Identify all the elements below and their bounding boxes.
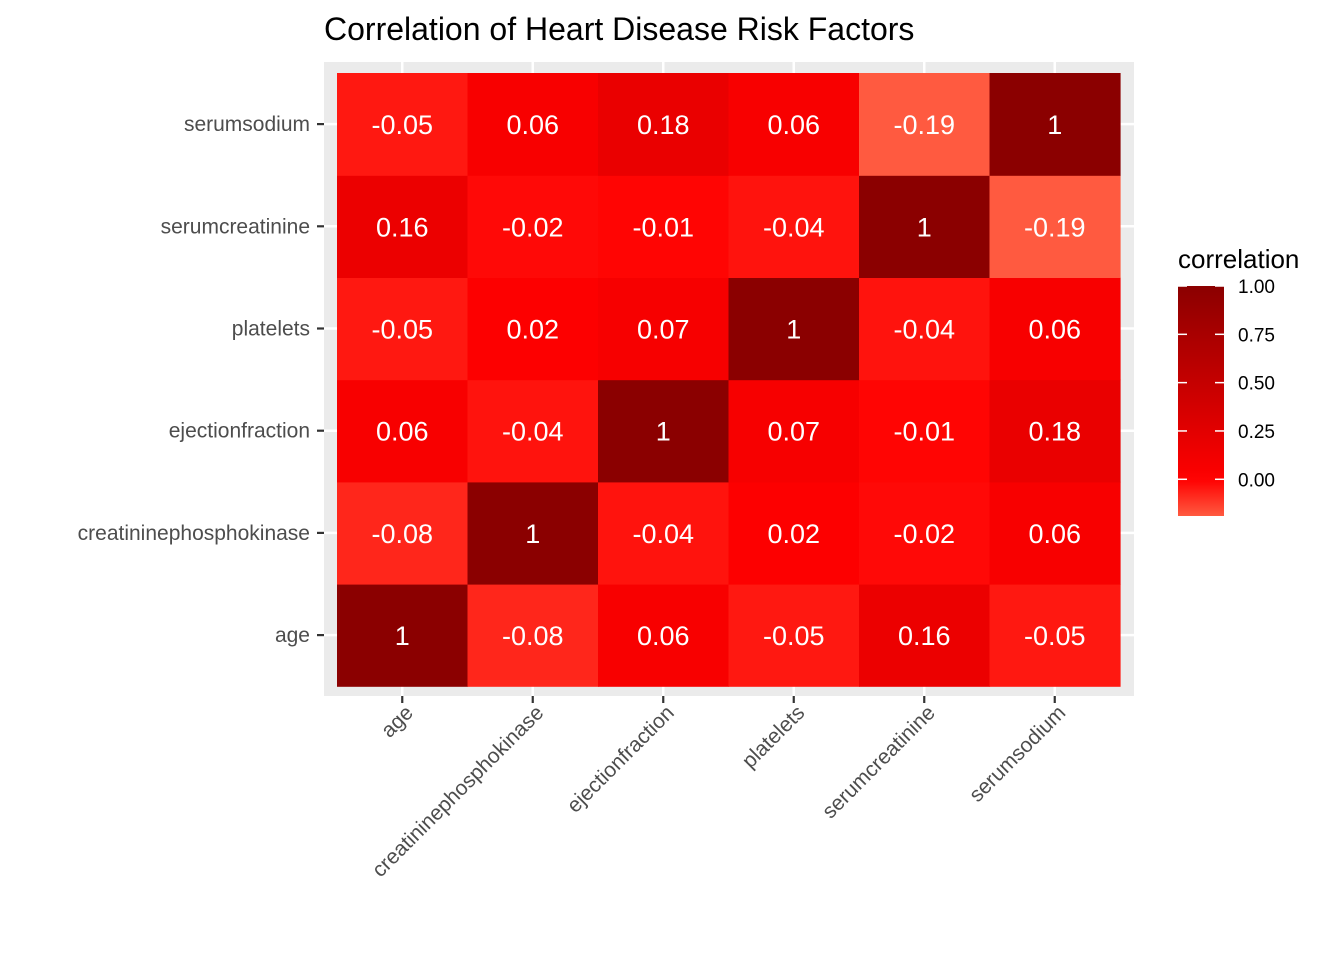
heatmap-cell — [989, 277, 1121, 381]
y-axis: age creatininephosphokinase ejectionfracti… — [78, 113, 324, 647]
cell-value-label: -0.05 — [1024, 621, 1086, 651]
heatmap-cell — [728, 584, 860, 687]
heatmap-cell — [728, 379, 860, 483]
cell-value-label: 0.06 — [1028, 519, 1081, 549]
heatmap-cell — [337, 175, 469, 278]
heatmap-cell — [989, 481, 1121, 585]
cell-value-label: -0.04 — [502, 417, 564, 447]
heatmap-cell — [859, 277, 991, 381]
cell-value-label: 1 — [525, 519, 540, 549]
heatmap-cell — [467, 175, 599, 278]
heatmap-cell — [989, 73, 1121, 176]
heatmap-cell — [467, 277, 599, 381]
cell-value-label: -0.05 — [371, 315, 433, 345]
y-tick-label: ejectionfraction — [169, 420, 310, 443]
cell-value-label: 0.07 — [637, 315, 690, 345]
heatmap-cell — [598, 73, 730, 176]
cell-value-label: 1 — [395, 621, 410, 651]
cell-value-label: -0.05 — [763, 621, 825, 651]
heatmap-cell — [337, 73, 469, 176]
y-tick-label: serumcreatinine — [161, 215, 310, 238]
legend-tick-label: 0.75 — [1238, 325, 1275, 346]
heatmap-cell — [598, 175, 730, 278]
cell-value-label: -0.04 — [893, 315, 955, 345]
cell-value-label: 0.06 — [1028, 315, 1081, 345]
heatmap-cell — [337, 584, 469, 687]
heatmap-cell — [728, 73, 860, 176]
heatmap-cell — [467, 584, 599, 687]
legend-tick-label: 1.00 — [1238, 277, 1275, 298]
cell-value-label: 0.16 — [376, 212, 429, 242]
cell-value-label: -0.19 — [893, 110, 955, 140]
cell-value-label: -0.02 — [893, 519, 955, 549]
cell-value-label: -0.08 — [371, 519, 433, 549]
y-tick-label: platelets — [232, 318, 310, 341]
cell-value-label: -0.01 — [893, 417, 955, 447]
cell-value-label: 1 — [656, 417, 671, 447]
cell-value-label: -0.02 — [502, 212, 564, 242]
cell-value-label: -0.01 — [632, 212, 694, 242]
cell-value-label: -0.05 — [371, 110, 433, 140]
x-tick-label: serumsodium — [965, 701, 1070, 806]
cell-value-label: 0.16 — [898, 621, 951, 651]
heatmap-cell — [859, 379, 991, 483]
heatmap-cell — [859, 73, 991, 176]
heatmap-cell — [989, 584, 1121, 687]
heatmap-cell — [337, 481, 469, 585]
x-tick-label: serumcreatinine — [818, 701, 940, 823]
chart-title: Correlation of Heart Disease Risk Factor… — [324, 11, 914, 47]
heatmap-cell — [598, 584, 730, 687]
heatmap-cell — [728, 277, 860, 381]
heatmap-cell — [337, 277, 469, 381]
cell-value-label: -0.19 — [1024, 212, 1086, 242]
legend-tick-label: 0.00 — [1238, 470, 1275, 491]
legend-colorbar — [1178, 286, 1224, 516]
cell-value-label: 0.06 — [767, 110, 820, 140]
heatmap-cell — [859, 584, 991, 687]
cell-value-label: 0.06 — [506, 110, 559, 140]
heatmap-cell — [989, 379, 1121, 483]
legend-ticks: 1.00 0.75 0.50 0.25 0.00 — [1178, 277, 1275, 491]
heatmap-cell — [859, 481, 991, 585]
y-tick-label: age — [275, 624, 310, 647]
heatmap-cell — [467, 481, 599, 585]
heatmap-cell — [598, 379, 730, 483]
heatmap-cell — [728, 175, 860, 278]
y-tick-label: serumsodium — [184, 113, 310, 136]
legend-tick-label: 0.50 — [1238, 374, 1275, 395]
legend-tick-label: 0.25 — [1238, 422, 1275, 443]
cell-value-label: 0.18 — [1028, 417, 1081, 447]
cell-value-label: -0.08 — [502, 621, 564, 651]
heatmap-cell — [467, 73, 599, 176]
heatmap-cell — [467, 379, 599, 483]
heatmap-cell — [337, 379, 469, 483]
cell-value-label: 0.02 — [767, 519, 820, 549]
cell-labels: 1 -0.08 0.06 -0.05 0.16 -0.05 -0.08 1 -0.04 0.02 -… — [371, 110, 1085, 651]
cell-value-label: 0.02 — [506, 315, 559, 345]
heatmap-cells — [337, 73, 1121, 687]
cell-value-label: 1 — [917, 212, 932, 242]
heatmap-cell — [728, 481, 860, 585]
cell-value-label: 1 — [1047, 110, 1062, 140]
x-tick-label: ejectionfraction — [563, 701, 679, 817]
cell-value-label: 1 — [786, 315, 801, 345]
cell-value-label: -0.04 — [632, 519, 694, 549]
x-tick-label: age — [377, 701, 418, 742]
cell-value-label: 0.06 — [637, 621, 690, 651]
cell-value-label: 0.18 — [637, 110, 690, 140]
y-tick-label: creatininephosphokinase — [78, 522, 310, 545]
heatmap-cell — [598, 481, 730, 585]
cell-value-label: -0.04 — [763, 212, 825, 242]
heatmap-cell — [859, 175, 991, 278]
cell-value-label: 0.06 — [376, 417, 429, 447]
x-tick-label: platelets — [738, 701, 810, 773]
heatmap-cell — [989, 175, 1121, 278]
legend: correlation 1.00 0.75 0.50 0.25 0.00 — [1178, 244, 1299, 516]
heatmap-cell — [598, 277, 730, 381]
cell-value-label: 0.07 — [767, 417, 820, 447]
legend-title: correlation — [1178, 244, 1299, 274]
